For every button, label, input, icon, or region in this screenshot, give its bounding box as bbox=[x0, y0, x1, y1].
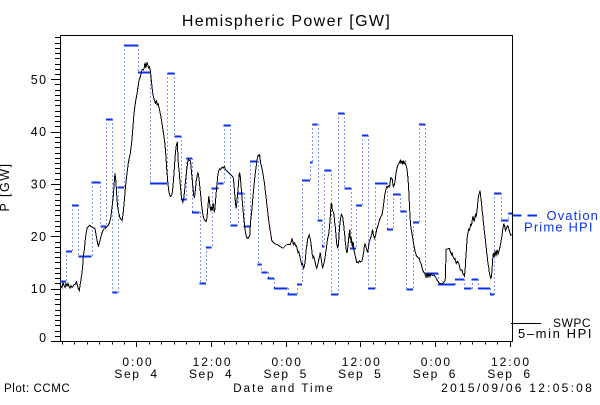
svg-text:Sep 5: Sep 5 bbox=[264, 367, 308, 381]
svg-text:0:00: 0:00 bbox=[272, 355, 303, 369]
svg-text:Sep 6: Sep 6 bbox=[487, 367, 531, 381]
svg-text:12:00: 12:00 bbox=[193, 355, 233, 369]
svg-text:0:00: 0:00 bbox=[122, 355, 153, 369]
svg-text:20: 20 bbox=[31, 230, 48, 244]
svg-text:Plot: CCMC: Plot: CCMC bbox=[4, 383, 70, 395]
svg-text:SWPC: SWPC bbox=[553, 316, 591, 330]
svg-text:Sep 5: Sep 5 bbox=[338, 367, 382, 381]
svg-text:Prime HPI: Prime HPI bbox=[524, 220, 594, 235]
svg-text:30: 30 bbox=[31, 177, 48, 191]
svg-text:2015/09/06 12:05:08: 2015/09/06 12:05:08 bbox=[441, 381, 594, 395]
svg-text:P [GW]: P [GW] bbox=[0, 162, 12, 211]
svg-text:40: 40 bbox=[31, 125, 48, 139]
svg-text:Sep 6: Sep 6 bbox=[413, 367, 457, 381]
svg-text:50: 50 bbox=[31, 73, 48, 87]
svg-text:0: 0 bbox=[39, 331, 47, 345]
svg-text:Sep 4: Sep 4 bbox=[189, 367, 233, 381]
svg-text:12:00: 12:00 bbox=[342, 355, 382, 369]
svg-text:10: 10 bbox=[31, 282, 48, 296]
svg-text:Ovation: Ovation bbox=[547, 208, 600, 223]
svg-text:Hemispheric Power [GW]: Hemispheric Power [GW] bbox=[182, 13, 391, 30]
svg-text:Date and Time: Date and Time bbox=[233, 383, 334, 395]
svg-text:5–min HPI: 5–min HPI bbox=[518, 326, 593, 341]
svg-text:12:00: 12:00 bbox=[491, 355, 531, 369]
svg-text:0:00: 0:00 bbox=[421, 355, 452, 369]
svg-text:Sep 4: Sep 4 bbox=[114, 367, 158, 381]
